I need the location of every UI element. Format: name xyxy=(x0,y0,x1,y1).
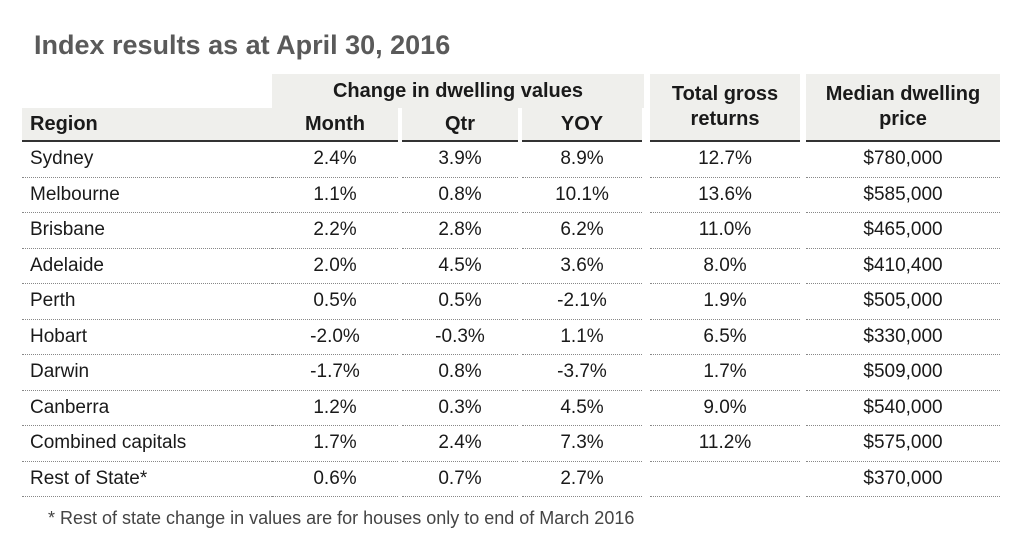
table-cell: 0.3% xyxy=(402,391,518,426)
column-header: YOY xyxy=(522,108,642,142)
table-cell: 11.2% xyxy=(650,426,800,462)
table-cell: 1.9% xyxy=(650,284,800,320)
column-header: Month xyxy=(272,108,398,142)
column-header: Median dwelling price xyxy=(806,74,1000,142)
table-cell: -2.1% xyxy=(522,284,642,320)
table-cell: $410,400 xyxy=(806,249,1000,284)
row-label: Sydney xyxy=(22,142,272,178)
table-cell: 1.2% xyxy=(272,391,398,426)
table-cell: $780,000 xyxy=(806,142,1000,178)
column-header: Qtr xyxy=(402,108,518,142)
row-label: Darwin xyxy=(22,355,272,391)
table-cell: $585,000 xyxy=(806,178,1000,213)
row-label: Combined capitals xyxy=(22,426,272,462)
column-header: Total gross returns xyxy=(650,74,800,142)
table-cell: $575,000 xyxy=(806,426,1000,462)
table-cell: $370,000 xyxy=(806,462,1000,497)
table-cell: 12.7% xyxy=(650,142,800,178)
table-cell: 0.6% xyxy=(272,462,398,497)
table-cell: 0.5% xyxy=(402,284,518,320)
table-cell: 2.8% xyxy=(402,213,518,249)
table-cell: 0.5% xyxy=(272,284,398,320)
table-cell: 0.8% xyxy=(402,178,518,213)
table-cell: 2.7% xyxy=(522,462,642,497)
table-cell: $505,000 xyxy=(806,284,1000,320)
column-header: Region xyxy=(22,108,272,142)
table-cell xyxy=(650,462,800,497)
table-cell: 2.4% xyxy=(402,426,518,462)
table-cell: 11.0% xyxy=(650,213,800,249)
table-cell: 9.0% xyxy=(650,391,800,426)
table-cell: 0.8% xyxy=(402,355,518,391)
table-cell: $465,000 xyxy=(806,213,1000,249)
table-cell: -1.7% xyxy=(272,355,398,391)
table-cell: 1.7% xyxy=(650,355,800,391)
table-cell: $509,000 xyxy=(806,355,1000,391)
title: Index results as at April 30, 2016 xyxy=(34,30,451,60)
table-cell: 10.1% xyxy=(522,178,642,213)
table-cell: 13.6% xyxy=(650,178,800,213)
table-cell: 4.5% xyxy=(522,391,642,426)
footnote: * Rest of state change in values are for… xyxy=(48,508,635,528)
table-cell: 2.4% xyxy=(272,142,398,178)
table-cell: $540,000 xyxy=(806,391,1000,426)
table-cell: 7.3% xyxy=(522,426,642,462)
table-cell: -3.7% xyxy=(522,355,642,391)
row-label: Perth xyxy=(22,284,272,320)
table-cell: 3.9% xyxy=(402,142,518,178)
table-cell: 6.2% xyxy=(522,213,642,249)
row-label: Brisbane xyxy=(22,213,272,249)
table-cell: 6.5% xyxy=(650,320,800,355)
table-cell: -0.3% xyxy=(402,320,518,355)
row-label: Melbourne xyxy=(22,178,272,213)
row-label: Adelaide xyxy=(22,249,272,284)
table-cell: 1.1% xyxy=(272,178,398,213)
table-cell: 3.6% xyxy=(522,249,642,284)
table-cell: 8.9% xyxy=(522,142,642,178)
table-cell: 2.0% xyxy=(272,249,398,284)
table-cell: 1.7% xyxy=(272,426,398,462)
table-cell: -2.0% xyxy=(272,320,398,355)
table-cell: 0.7% xyxy=(402,462,518,497)
table-cell: 8.0% xyxy=(650,249,800,284)
row-label: Hobart xyxy=(22,320,272,355)
table-cell: 1.1% xyxy=(522,320,642,355)
group-header: Change in dwelling values xyxy=(272,74,644,108)
table-cell: 4.5% xyxy=(402,249,518,284)
table-cell: $330,000 xyxy=(806,320,1000,355)
row-label: Canberra xyxy=(22,391,272,426)
table-cell: 2.2% xyxy=(272,213,398,249)
row-label: Rest of State* xyxy=(22,462,272,497)
